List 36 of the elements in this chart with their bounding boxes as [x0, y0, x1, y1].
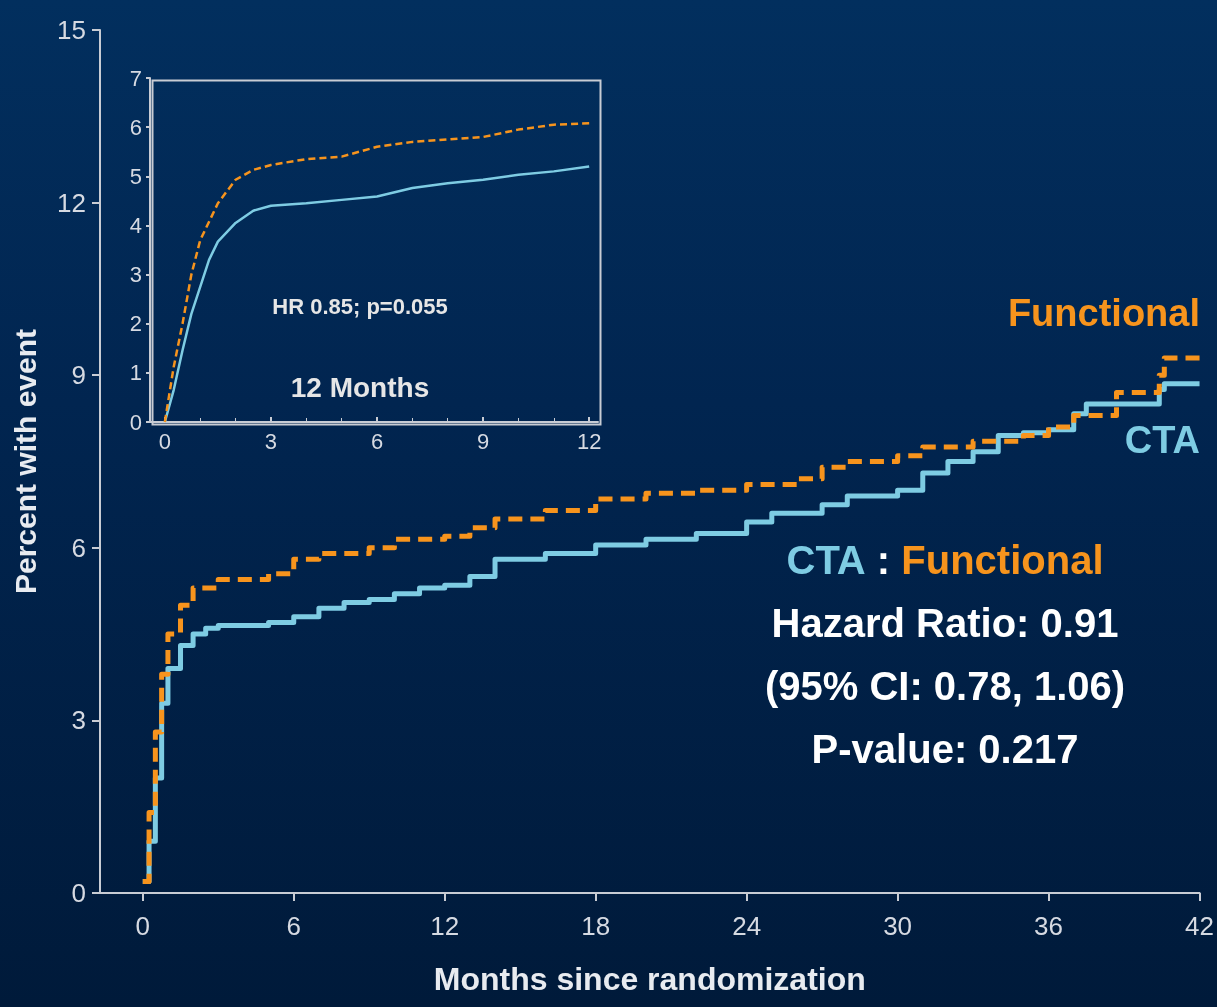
x-tick-label: 6 [370, 428, 384, 454]
x-tick-label: 0 [158, 428, 171, 454]
y-axis-title: Percent with event [8, 328, 42, 595]
y-tick-label: 4 [129, 212, 142, 238]
annotation: HR 0.85; p=0.055 [272, 293, 448, 319]
y-tick-label: 5 [129, 163, 142, 189]
x-tick-label: 24 [732, 911, 762, 941]
series-label: CTA [1124, 419, 1200, 461]
x-axis-title: Months since randomization [433, 961, 866, 997]
y-tick-label: 0 [129, 409, 142, 435]
x-tick-label: 18 [581, 911, 611, 941]
x-tick-label: 6 [286, 911, 301, 941]
y-tick-label: 0 [71, 878, 86, 908]
x-tick-label: 36 [1034, 911, 1064, 941]
annotation: (95% CI: 0.78, 1.06) [764, 664, 1126, 708]
x-tick-label: 30 [883, 911, 913, 941]
y-tick-label: 7 [129, 65, 142, 91]
x-tick-label: 9 [476, 428, 490, 454]
y-tick-label: 3 [71, 705, 86, 736]
series-label: Functional [1007, 292, 1201, 334]
x-tick-label: 12 [576, 428, 602, 454]
x-tick-label: 3 [264, 428, 278, 454]
annotation: 12 Months [290, 371, 430, 403]
annotation: Hazard Ratio: 0.91 [771, 601, 1119, 645]
y-tick-label: 6 [71, 532, 86, 563]
x-tick-label: 42 [1185, 911, 1214, 941]
y-tick-label: 3 [129, 262, 142, 288]
y-tick-label: 6 [129, 114, 142, 140]
annotation: P-value: 0.217 [811, 727, 1079, 771]
x-tick-label: 12 [430, 911, 460, 941]
y-tick-label: 2 [129, 311, 142, 337]
y-tick-label: 12 [57, 187, 86, 218]
annotation: CTA : Functional [786, 538, 1104, 582]
y-tick-label: 1 [129, 360, 142, 386]
y-tick-label: 9 [71, 360, 86, 391]
y-tick-label: 15 [57, 15, 86, 45]
